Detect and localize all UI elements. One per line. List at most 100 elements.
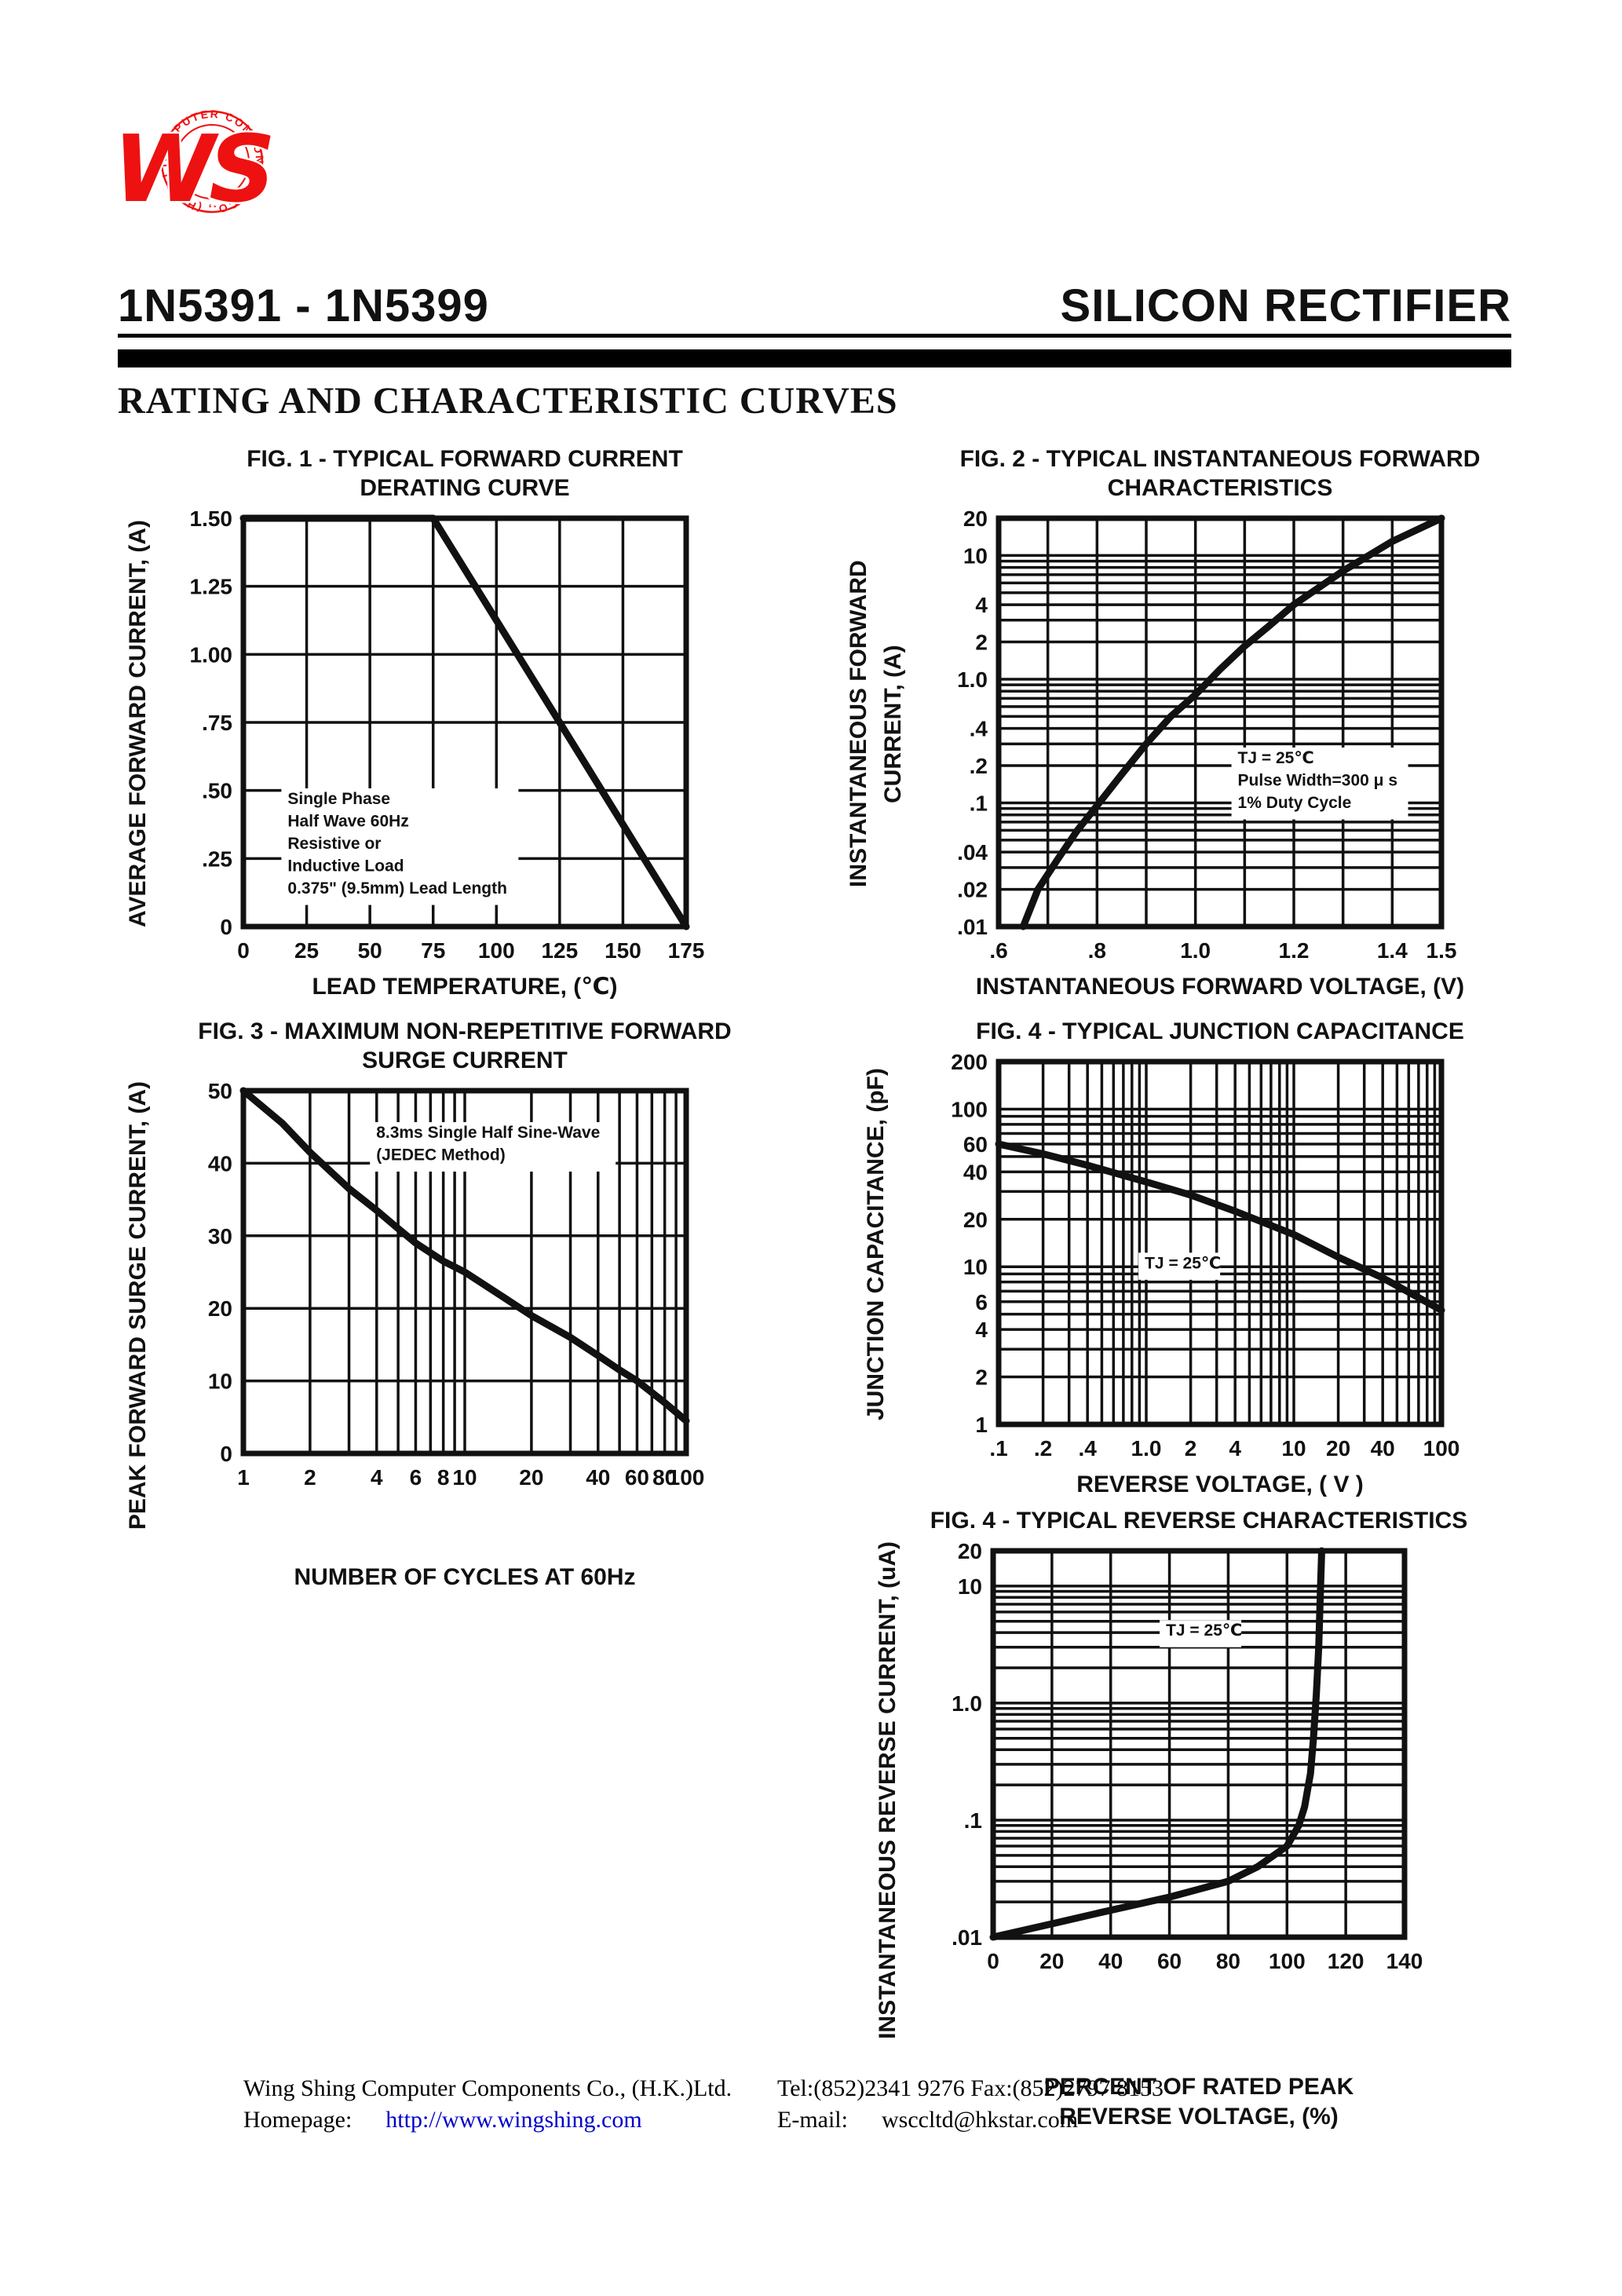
svg-text:40: 40 [963,1160,988,1184]
fig4-y-axis-label: JUNCTION CAPACITANCE, (pF) [863,1068,889,1421]
svg-text:0: 0 [220,915,232,939]
svg-text:.1: .1 [964,1808,982,1833]
svg-text:1: 1 [975,1413,988,1437]
fig2-chart-canvas: TJ = 25℃ Pulse Width=300 μ s 1% Duty Cycle… [957,509,1457,963]
svg-text:20: 20 [963,509,988,531]
svg-text:.04: .04 [957,840,988,865]
svg-text:150: 150 [605,938,641,963]
fig4-title: FIG. 4 - TYPICAL JUNCTION CAPACITANCE [976,1018,1464,1044]
fig3-title: FIG. 3 - MAXIMUM NON-REPETITIVE FORWARD … [198,1018,732,1073]
svg-text:120: 120 [1328,1949,1364,1973]
svg-text:50: 50 [208,1081,232,1103]
svg-text:10: 10 [1281,1436,1306,1461]
svg-text:10: 10 [963,1255,988,1279]
svg-text:25: 25 [294,938,319,963]
svg-text:.01: .01 [957,915,988,939]
svg-text:100: 100 [1269,1949,1306,1973]
header: 1N5391 - 1N5399 SILICON RECTIFIER [118,280,1511,338]
svg-text:Pulse Width=300 μ s: Pulse Width=300 μ s [1238,772,1397,790]
svg-text:60: 60 [625,1465,649,1490]
footer-right: Tel:(852)2341 9276 Fax:(852)2797 8153 E-… [777,2073,1164,2136]
svg-text:200: 200 [951,1052,988,1074]
svg-text:75: 75 [421,938,445,963]
footer-email-value: wsccltd@hkstar.com [881,2107,1079,2133]
fig3-y-axis-label: PEAK FORWARD SURGE CURRENT, (A) [125,1081,151,1530]
svg-text:4: 4 [975,1318,988,1342]
fig1-title: FIG. 1 - TYPICAL FORWARD CURRENT DERATIN… [247,446,683,501]
figure-3: FIG. 3 - MAXIMUM NON-REPETITIVE FORWARD … [118,1017,738,1592]
svg-text:1.0: 1.0 [952,1691,982,1716]
svg-text:10: 10 [963,543,988,568]
svg-text:1.0: 1.0 [957,667,988,692]
svg-text:0: 0 [987,1949,999,1973]
svg-text:Single Phase: Single Phase [287,790,390,808]
fig4-chart-canvas: TJ = 25℃ .1 .2 .4 1.0 2 4 10 20 40 100 200 100 60 40 20… [951,1052,1460,1461]
fig2-x-axis-label: INSTANTANEOUS FORWARD VOLTAGE, (V) [975,974,1465,1000]
svg-text:.75: .75 [202,711,232,735]
section-title: RATING AND CHARACTERISTIC CURVES [118,380,898,422]
svg-text:20: 20 [958,1541,982,1563]
svg-text:2: 2 [975,1366,988,1390]
svg-text:100: 100 [1423,1436,1460,1461]
svg-text:4: 4 [1229,1436,1241,1461]
svg-text:2: 2 [304,1465,316,1490]
svg-text:60: 60 [1157,1949,1182,1973]
svg-text:8.3ms Single Half Sine-Wave: 8.3ms Single Half Sine-Wave [376,1124,600,1142]
svg-text:.50: .50 [202,779,232,803]
svg-text:(JEDEC Method): (JEDEC Method) [376,1146,506,1164]
svg-text:20: 20 [963,1208,988,1232]
svg-text:4: 4 [975,593,988,617]
svg-text:80: 80 [1216,1949,1240,1973]
svg-text:125: 125 [541,938,578,963]
svg-text:.02: .02 [957,878,988,902]
svg-text:1.50: 1.50 [190,509,233,531]
fig5-title: FIG. 4 - TYPICAL REVERSE CHARACTERISTICS [930,1508,1468,1534]
svg-text:8: 8 [437,1465,450,1490]
svg-text:10: 10 [958,1574,982,1599]
svg-text:1.0: 1.0 [1131,1436,1162,1461]
svg-text:4: 4 [371,1465,383,1490]
figure-1: FIG. 1 - TYPICAL FORWARD CURRENT DERATIN… [118,444,738,1002]
svg-text:.6: .6 [989,938,1007,963]
svg-text:1.5: 1.5 [1427,938,1457,963]
svg-text:20: 20 [208,1296,232,1321]
svg-text:TJ = 25℃: TJ = 25℃ [1145,1254,1221,1272]
footer-homepage-label: Homepage: [243,2107,353,2133]
svg-text:Resistive or: Resistive or [287,835,381,853]
svg-text:10: 10 [208,1369,232,1394]
fig5-chart-canvas: TJ = 25℃ 0 20 40 60 80 100 120 140 20 10 1.0 .1 .01 [952,1541,1423,1973]
svg-text:10: 10 [452,1465,477,1490]
footer-homepage-link[interactable]: http://www.wingshing.com [385,2107,642,2133]
svg-text:1.25: 1.25 [190,575,233,599]
svg-text:1.00: 1.00 [190,642,233,667]
svg-text:0: 0 [237,938,250,963]
svg-text:50: 50 [358,938,382,963]
svg-text:1.2: 1.2 [1279,938,1310,963]
fig1-x-axis-label: LEAD TEMPERATURE, (℃) [312,974,618,1000]
svg-text:40: 40 [1371,1436,1395,1461]
svg-text:.4: .4 [970,717,988,741]
svg-text:40: 40 [586,1465,610,1490]
svg-text:2: 2 [975,631,988,655]
svg-text:.8: .8 [1088,938,1106,963]
svg-text:40: 40 [1098,1949,1123,1973]
fig5-x-axis-label: PERCENT OF RATED PEAK REVERSE VOLTAGE, (… [1043,2073,1354,2130]
svg-text:0.375" (9.5mm) Lead Length: 0.375" (9.5mm) Lead Length [287,879,507,898]
product-title: SILICON RECTIFIER [1060,280,1511,331]
fig1-chart-canvas: Single Phase Half Wave 60Hz Resistive or In… [190,509,705,963]
footer-left: Wing Shing Computer Components Co., (H.K… [243,2073,732,2136]
svg-text:TJ = 25℃: TJ = 25℃ [1238,749,1314,767]
svg-text:.01: .01 [952,1925,982,1950]
svg-text:20: 20 [1326,1436,1350,1461]
figure-4: FIG. 4 - TYPICAL JUNCTION CAPACITANCE JU… [838,1017,1529,1500]
svg-text:0: 0 [220,1442,232,1466]
svg-text:20: 20 [1039,1949,1064,1973]
svg-text:.2: .2 [1034,1436,1052,1461]
svg-text:140: 140 [1386,1949,1423,1973]
footer-email-label: E-mail: [777,2107,848,2133]
logo-monogram: WS [116,115,271,223]
fig3-chart-canvas: 8.3ms Single Half Sine-Wave (JEDEC Method… [208,1081,705,1490]
svg-text:100: 100 [478,938,515,963]
svg-text:Inductive Load: Inductive Load [287,857,404,876]
svg-text:1% Duty Cycle: 1% Duty Cycle [1238,794,1352,812]
